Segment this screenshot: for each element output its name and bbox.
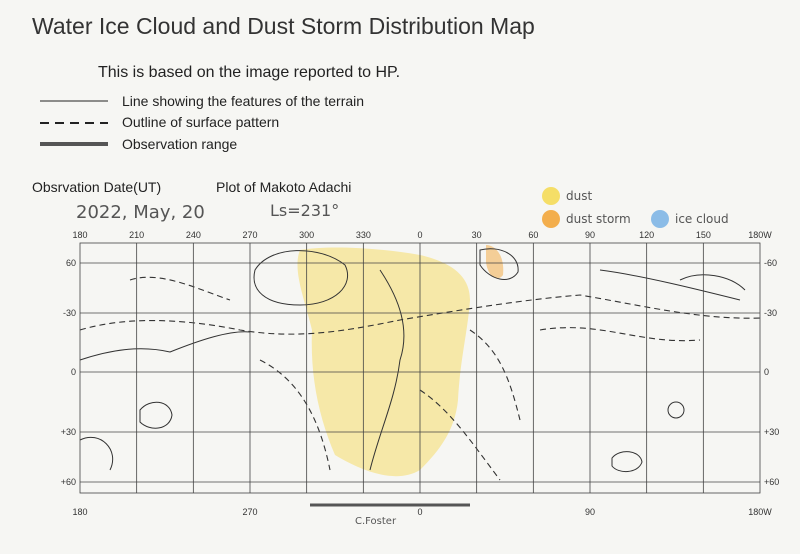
pattern-outline: [129, 276, 701, 342]
legend-text: Outline of surface pattern: [122, 114, 279, 130]
top-label: 180W: [748, 230, 772, 240]
legend-text: Line showing the features of the terrain: [122, 93, 364, 109]
bottom-label: 180: [72, 507, 87, 517]
color-legend-text: dust storm: [566, 212, 631, 226]
dust-region: [297, 247, 470, 477]
left-label: 60: [66, 258, 76, 268]
bottom-label: 270: [242, 507, 257, 517]
color-legend-text: ice cloud: [675, 212, 729, 226]
bottom-label: 0: [417, 507, 422, 517]
pattern-outline: [259, 329, 521, 481]
top-label: 0: [417, 230, 422, 240]
right-label: +30: [764, 427, 779, 437]
top-label: 150: [696, 230, 711, 240]
plotter: Plot of Makoto Adachi: [216, 179, 351, 195]
terrain-line: [253, 250, 349, 306]
top-label: 90: [585, 230, 595, 240]
terrain-line: [139, 401, 173, 429]
legend-text: Observation range: [122, 136, 237, 152]
terrain-line: [479, 248, 519, 280]
right-label: -30: [764, 308, 777, 318]
top-label: 210: [129, 230, 144, 240]
left-label: +60: [61, 477, 76, 487]
ice-cloud-swatch: [651, 210, 669, 228]
right-label: 0: [764, 367, 769, 377]
ls: Ls=231°: [270, 201, 339, 220]
dust-region: [486, 245, 504, 279]
terrain-line: [611, 451, 643, 472]
terrain-line: [599, 269, 746, 301]
top-label: 270: [242, 230, 257, 240]
bottom-label: 180W: [748, 507, 772, 517]
date: 2022, May, 20: [76, 202, 205, 223]
right-label: +60: [764, 477, 779, 487]
top-label: 30: [472, 230, 482, 240]
top-label: 240: [186, 230, 201, 240]
date-label: Obsrvation Date(UT): [32, 179, 161, 195]
left-label: +30: [61, 427, 76, 437]
top-label: 180: [72, 230, 87, 240]
map: [79, 245, 761, 507]
terrain-line: [667, 401, 685, 419]
dust-swatch: [542, 187, 560, 205]
credit: C.Foster: [355, 516, 397, 527]
top-label: 60: [528, 230, 538, 240]
terrain-line: [79, 269, 405, 471]
top-label: 120: [639, 230, 654, 240]
top-label: 300: [299, 230, 314, 240]
subtitle: This is based on the image reported to H…: [98, 64, 400, 81]
title: Water Ice Cloud and Dust Storm Distribut…: [32, 13, 535, 39]
pattern-outline: [79, 294, 761, 335]
left-label: -30: [63, 308, 76, 318]
left-label: 0: [71, 367, 76, 377]
terrain-line: [79, 331, 251, 361]
right-label: -60: [764, 258, 777, 268]
dust-storm-swatch: [542, 210, 560, 228]
color-legend-text: dust: [566, 189, 592, 203]
top-label: 330: [356, 230, 371, 240]
bottom-label: 90: [585, 507, 595, 517]
